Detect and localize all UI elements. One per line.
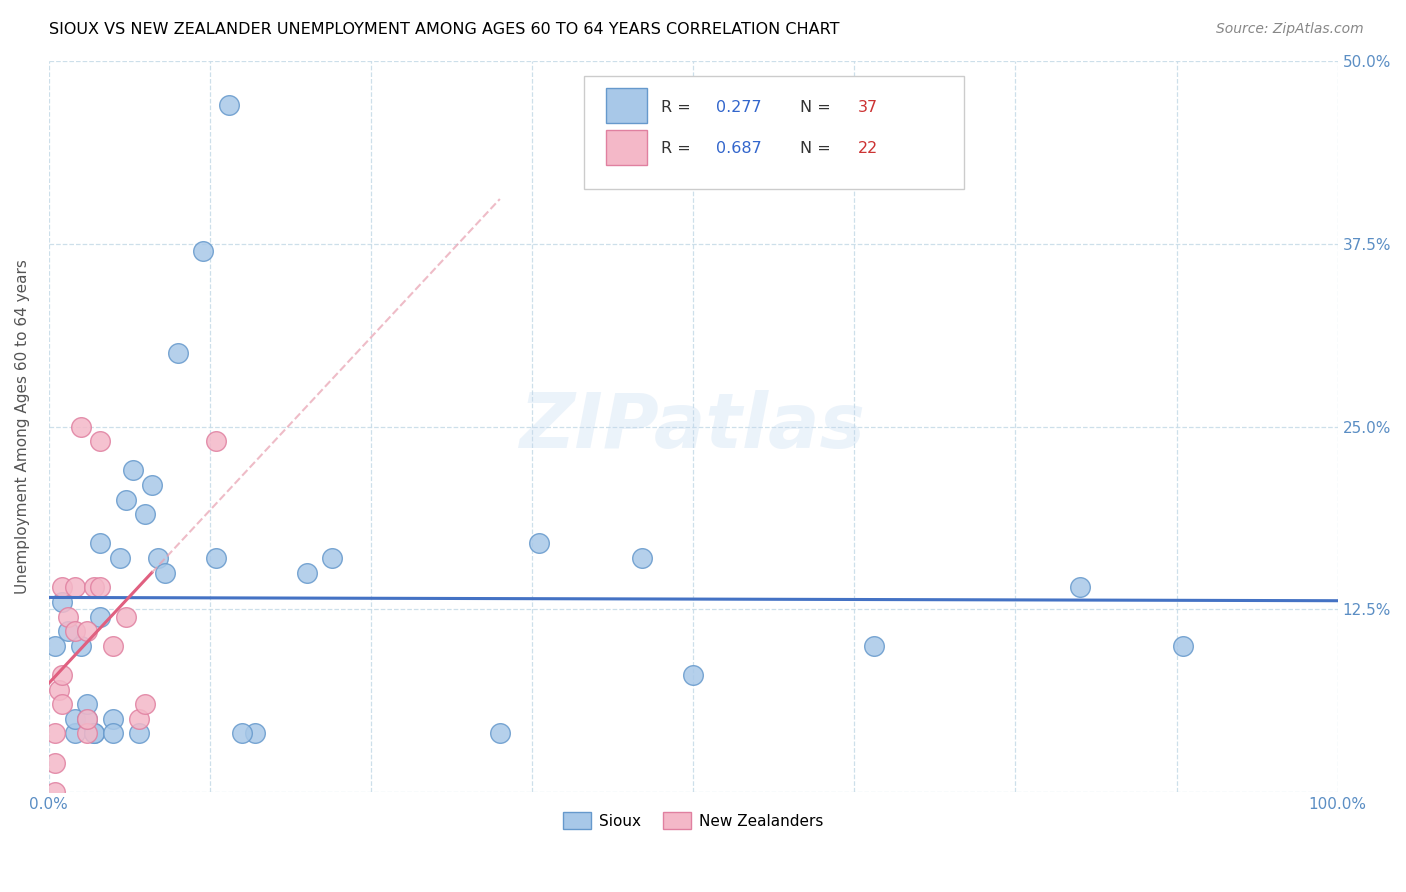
Point [134, 698, 156, 712]
Point [51, 595, 73, 609]
Text: SIOUX VS NEW ZEALANDER UNEMPLOYMENT AMONG AGES 60 TO 64 YEARS CORRELATION CHART: SIOUX VS NEW ZEALANDER UNEMPLOYMENT AMON… [49, 22, 839, 37]
Point [630, 551, 652, 566]
Text: 22: 22 [858, 141, 879, 156]
Point [1171, 639, 1194, 653]
Point [103, 712, 125, 726]
Text: 0.277: 0.277 [717, 100, 762, 115]
Point [89, 434, 111, 449]
Point [166, 346, 188, 360]
Point [63, 624, 86, 639]
Point [70, 419, 93, 434]
Point [108, 551, 131, 566]
Point [141, 478, 163, 492]
Point [44, 756, 66, 770]
Point [89, 536, 111, 550]
Point [121, 463, 143, 477]
Point [89, 609, 111, 624]
Point [76, 712, 98, 726]
Text: 37: 37 [858, 100, 879, 115]
Point [193, 244, 215, 259]
Text: R =: R = [661, 100, 696, 115]
Point [51, 698, 73, 712]
Point [682, 668, 704, 682]
Point [148, 551, 170, 566]
Point [243, 726, 266, 740]
Point [63, 580, 86, 594]
Point [48, 682, 70, 697]
Point [205, 434, 228, 449]
Point [51, 668, 73, 682]
Text: 0.687: 0.687 [717, 141, 762, 156]
Point [128, 726, 150, 740]
Point [153, 566, 176, 580]
Point [44, 639, 66, 653]
Point [83, 580, 105, 594]
FancyBboxPatch shape [583, 76, 965, 189]
Text: R =: R = [661, 141, 696, 156]
Point [56, 609, 79, 624]
Y-axis label: Unemployment Among Ages 60 to 64 years: Unemployment Among Ages 60 to 64 years [15, 259, 30, 594]
Text: N =: N = [800, 141, 837, 156]
Text: Source: ZipAtlas.com: Source: ZipAtlas.com [1216, 22, 1364, 37]
Point [63, 726, 86, 740]
Point [862, 639, 884, 653]
Text: N =: N = [800, 100, 837, 115]
Point [103, 726, 125, 740]
Point [321, 551, 343, 566]
Point [44, 726, 66, 740]
Point [1069, 580, 1091, 594]
Point [63, 712, 86, 726]
Point [76, 698, 98, 712]
Point [205, 551, 228, 566]
Point [76, 726, 98, 740]
Point [70, 639, 93, 653]
Point [103, 639, 125, 653]
Point [56, 624, 79, 639]
Point [115, 492, 138, 507]
Point [128, 712, 150, 726]
Point [76, 712, 98, 726]
FancyBboxPatch shape [606, 88, 647, 123]
Point [134, 508, 156, 522]
Point [76, 624, 98, 639]
FancyBboxPatch shape [606, 130, 647, 165]
Point [83, 726, 105, 740]
Point [44, 785, 66, 799]
Point [115, 609, 138, 624]
Point [527, 536, 550, 550]
Point [489, 726, 512, 740]
Point [218, 98, 240, 112]
Point [295, 566, 318, 580]
Point [51, 580, 73, 594]
Text: ZIPatlas: ZIPatlas [520, 390, 866, 464]
Legend: Sioux, New Zealanders: Sioux, New Zealanders [557, 805, 830, 836]
Point [83, 726, 105, 740]
Point [89, 580, 111, 594]
Point [231, 726, 253, 740]
